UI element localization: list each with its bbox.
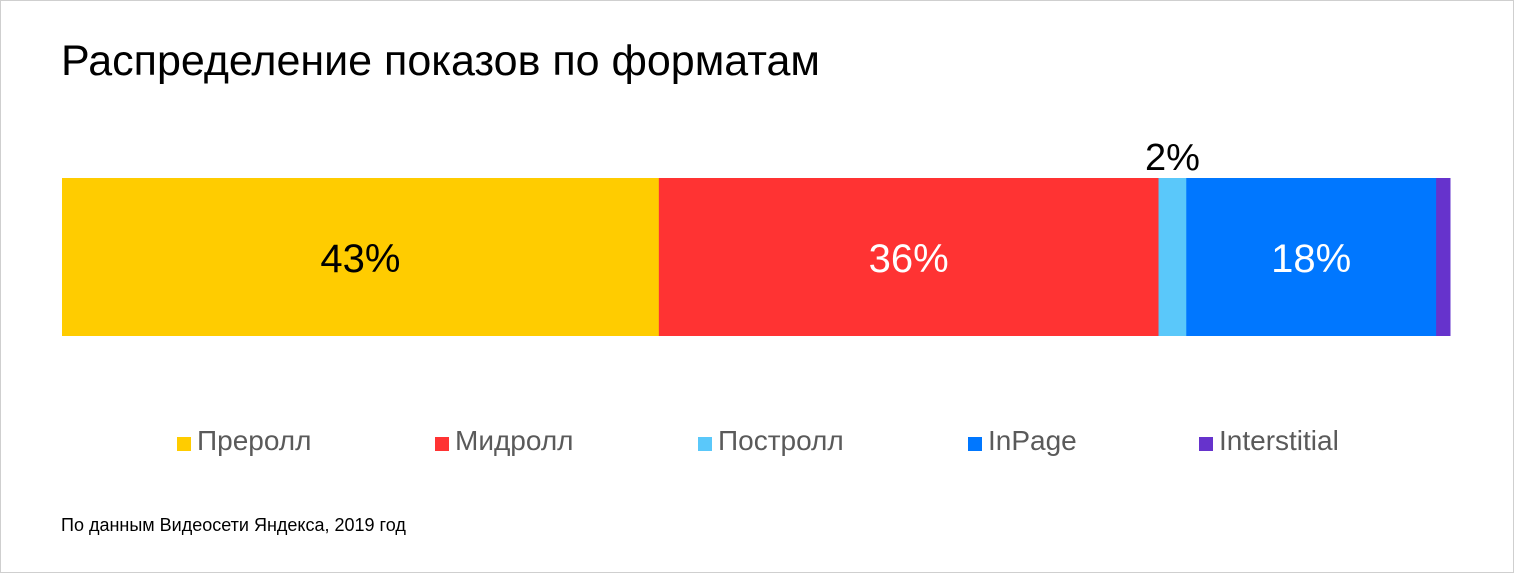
legend-swatch-postroll bbox=[698, 437, 712, 451]
bar-data-labels: 43% 36% 2% 18% bbox=[320, 137, 1351, 281]
bar-segment-midroll bbox=[658, 178, 1160, 336]
stacked-bar-chart: 43% 36% 2% 18% bbox=[62, 137, 1451, 336]
legend-swatch-midroll bbox=[435, 437, 449, 451]
legend-swatch-inpage bbox=[968, 437, 982, 451]
data-label-inpage: 18% bbox=[1271, 237, 1351, 281]
legend-swatch-preroll bbox=[177, 437, 191, 451]
legend-label-midroll: Мидролл bbox=[455, 425, 574, 456]
bar-segment-inpage bbox=[1186, 178, 1437, 336]
bar-segment-postroll bbox=[1158, 178, 1187, 336]
chart-title: Распределение показов по форматам bbox=[61, 37, 820, 85]
bar-segments bbox=[62, 178, 1451, 336]
legend-swatch-interstitial bbox=[1199, 437, 1213, 451]
data-label-midroll: 36% bbox=[869, 237, 949, 281]
legend-label-interstitial: Interstitial bbox=[1219, 425, 1339, 456]
legend-label-preroll: Преролл bbox=[197, 425, 312, 456]
data-label-preroll: 43% bbox=[320, 237, 400, 281]
source-note: По данным Видеосети Яндекса, 2019 год bbox=[61, 515, 406, 535]
legend-label-inpage: InPage bbox=[988, 425, 1077, 456]
legend-label-postroll: Постролл bbox=[718, 425, 844, 456]
data-label-postroll: 2% bbox=[1145, 137, 1200, 179]
bar-segment-preroll bbox=[62, 178, 660, 336]
bar-segment-interstitial bbox=[1436, 178, 1451, 336]
